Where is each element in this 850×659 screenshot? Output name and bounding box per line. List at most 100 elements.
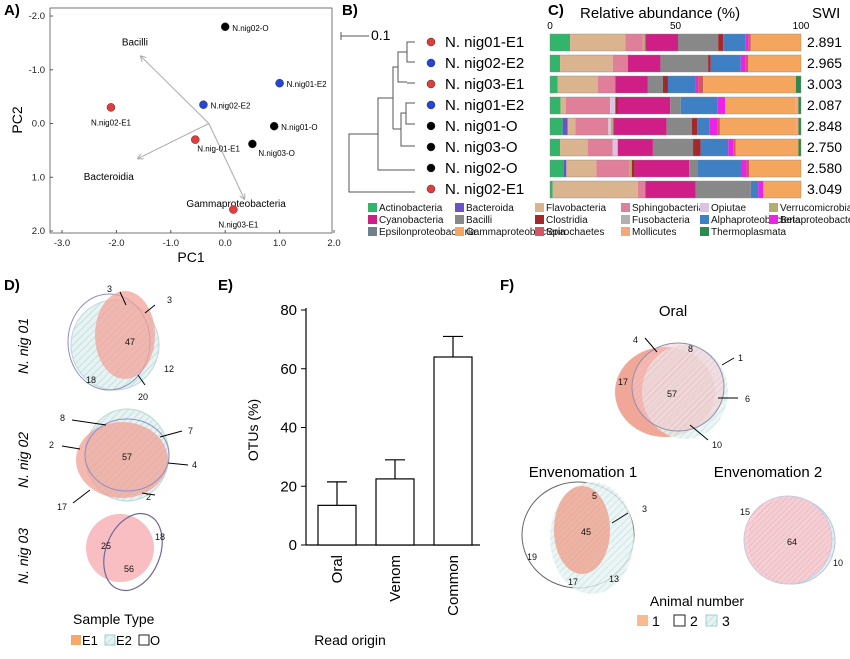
pca-scatter: -3.0 -2.0 -1.0 0.0 1.0 2.0 -2.0 -1.0 0.0 1.0 2.0 B… [9,7,341,265]
legend-label: Fusobacteria [632,215,690,226]
panel-label-d: D) [4,277,20,294]
venn-count: 17 [618,377,628,387]
legend-label-e1: E1 [82,633,98,648]
pca-point [191,135,200,144]
sample-marker [426,142,436,152]
sample-label: N. nig01-E1 [445,34,524,51]
abundance-segment [645,181,696,198]
venn-count: 18 [86,375,96,385]
abundance-bar-outline [549,33,802,52]
legend-swatch [700,203,709,212]
venn-pointer [71,419,107,426]
venn-count: 6 [745,394,750,404]
abundance-bar-outline [549,159,802,178]
legend-label: Gammaproteobacteria [466,227,566,238]
legend-swatch [368,227,377,236]
legend-label: Alphaproteobacteria [711,215,801,226]
abundance-segment [627,55,661,72]
legend-swatch [535,203,544,212]
abundance-segment [798,139,801,156]
venn-count: 17 [57,502,67,512]
pca-point [106,103,116,112]
pca-point [269,121,279,131]
venn-row-label: N. nig 02 [15,432,31,488]
legend-swatch-e2 [104,634,116,646]
legend-swatch [535,227,544,236]
dendrogram-branches [348,41,415,193]
venn-row-label: N. nig 03 [15,528,31,584]
pca-ytick-label: -1.0 [29,65,45,76]
abundance-segment [645,34,679,51]
legend-label: Spirochaetes [546,227,604,238]
abundance-segment [693,139,701,156]
venn-count: 10 [833,558,843,568]
abundance-segment [795,97,799,114]
venn-count: 1 [738,353,743,363]
abundance-segment [570,34,626,51]
venn-count: 7 [188,426,193,436]
swi-value: 2.750 [807,139,842,155]
venn-pointer [689,424,709,441]
venn-count: 18 [155,532,165,542]
venn-count: 4 [192,460,197,470]
abundance-segment [733,139,736,156]
abundance-segment [717,97,726,114]
legend-label: Sphingobacteria [632,203,705,214]
venn-pointer [61,445,81,450]
abundance-stacked-bars: Relative abundance (%) SWI 0 50 100 N. nig… [368,5,850,238]
venn-pointer [137,374,146,386]
abundance-segment [718,34,724,51]
abundance-segment [550,97,561,114]
legend-swatch [455,227,464,236]
legend-label: Epsilonproteobacteria [379,227,476,238]
legend-label-e2: E2 [116,633,132,648]
abundance-segment [557,76,598,93]
sample-label: N. nig02-O [445,160,518,177]
abundance-bar-outline [549,138,802,157]
abundance-segment [695,181,751,198]
pca-point-label: N.nig02-E2 [210,102,251,111]
abundance-tick-label: 100 [793,21,810,32]
legend-label: Thermoplasmata [711,227,786,238]
abundance-segment [740,55,746,72]
abundance-segment [617,97,671,114]
pca-point-label: N.nig02-E1 [91,118,132,127]
panel-label-e: E) [218,277,233,294]
venn-nig03-o [103,512,163,592]
legend-label: Verrucomicrobiae [780,203,850,214]
otu-ytick-label: 80 [280,302,297,319]
abundance-segment [748,34,751,51]
legend-swatch [700,215,709,224]
venn-pointer [644,337,658,353]
pca-loading-label: Gammaproteobacteria [186,199,286,210]
legend-label: Bacteroida [466,203,514,214]
pca-ytick-label: 1.0 [32,172,45,183]
sample-marker [426,79,436,89]
otu-ytick-label: 40 [280,420,297,437]
abundance-segment [691,118,698,135]
sample-marker [426,184,436,194]
abundance-segment [698,76,704,93]
abundance-segment [667,76,696,93]
abundance-segment [634,160,690,177]
abundance-segment [612,55,628,72]
abundance-segment [728,139,734,156]
abundance-segment [610,97,616,114]
abundance-bar-outline [549,180,802,199]
otu-ylabel: OTUs (%) [245,399,261,461]
panel-label-c: C) [548,2,564,19]
abundance-segment [795,76,801,93]
sample-label: N. nig02-E1 [445,181,524,198]
venn-oral-animal2 [631,342,725,432]
pca-loading-label: Bacilli [122,38,148,49]
venn-count: 8 [688,344,693,354]
abundance-segment [560,55,613,72]
venn-count: 12 [164,364,174,374]
venn-per-animal: 3 3 47 18 12 20 N. nig 01 8 7 2 57 4 17 … [15,284,197,648]
legend-swatch [535,215,544,224]
abundance-segment [709,118,718,135]
abundance-segment [647,76,663,93]
animal-legend-title: Animal number [650,593,744,609]
venn-count: 2 [49,440,54,450]
